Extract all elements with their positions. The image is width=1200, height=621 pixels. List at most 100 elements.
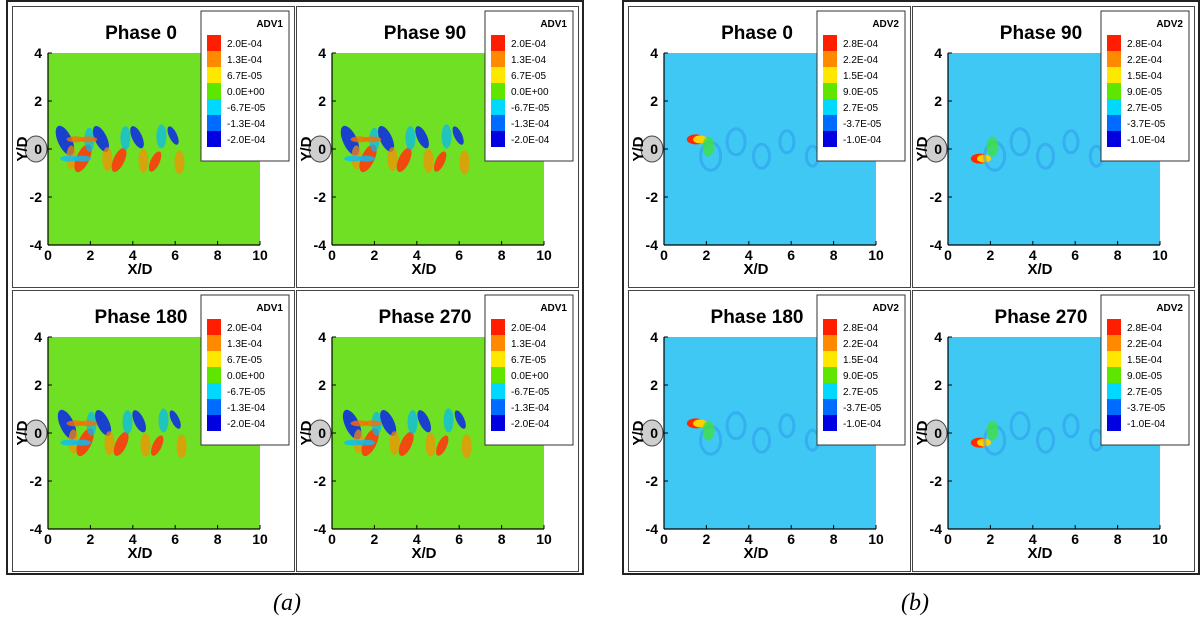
legend-swatch <box>823 115 837 131</box>
contour-plot: 0 2 4 6 8 10 4 2 0 -2 -4 X/D Y/D Phase 90 ADV1 2.0E-04 1… <box>298 10 574 278</box>
hot-spot-mark <box>977 154 992 163</box>
x-tick-label: 4 <box>1029 247 1037 263</box>
x-tick-label: 2 <box>371 247 379 263</box>
legend-level-label: 2.2E-04 <box>1127 55 1162 66</box>
vortex-mark <box>111 147 127 172</box>
y-tick-label: 0 <box>934 425 942 441</box>
legend-swatch <box>1107 383 1121 399</box>
x-tick-label: 6 <box>455 531 463 547</box>
contour-plot: 0 2 4 6 8 10 4 2 0 -2 -4 X/D Y/D Phase 180 ADV1 2.0E-04… <box>14 294 290 562</box>
x-tick-label: 10 <box>868 531 884 547</box>
legend-level-label: 9.0E-05 <box>1127 371 1162 382</box>
y-axis-label: Y/D <box>914 420 931 445</box>
y-tick-label: 4 <box>934 329 942 345</box>
contour-panel: 0 2 4 6 8 10 4 2 0 -2 -4 X/D Y/D Phase 0 ADV2 2.8E-04 2.… <box>628 6 911 288</box>
vortex-mark <box>407 410 418 435</box>
x-tick-label: 8 <box>1114 531 1122 547</box>
x-axis-label: X/D <box>411 545 436 562</box>
vortex-mark <box>122 410 133 435</box>
wake-mark <box>702 420 715 441</box>
vortex-mark <box>417 410 432 433</box>
legend-swatch <box>1107 131 1121 147</box>
legend-swatch <box>207 131 221 147</box>
wake-mark <box>725 127 747 157</box>
legend-level-label: 1.5E-04 <box>843 355 878 366</box>
y-tick-label: 2 <box>318 377 326 393</box>
hot-spot-mark <box>977 438 992 447</box>
legend-title: ADV2 <box>872 303 899 314</box>
y-tick-label: 4 <box>34 329 42 345</box>
vortex-mark <box>113 431 129 456</box>
contour-plot: 0 2 4 6 8 10 4 2 0 -2 -4 X/D Y/D Phase 270 ADV1 2.0E-04… <box>298 294 574 562</box>
legend-level-label: -3.7E-05 <box>1127 119 1166 130</box>
vortex-mark <box>104 431 115 456</box>
x-tick-label: 6 <box>787 247 795 263</box>
contour-panel: 0 2 4 6 8 10 4 2 0 -2 -4 X/D Y/D Phase 0 ADV1 2.0E-04 1.… <box>12 6 295 288</box>
x-tick-label: 0 <box>944 247 952 263</box>
vortex-mark <box>423 148 434 173</box>
panel-title: Phase 90 <box>1000 23 1082 44</box>
x-axis-label: X/D <box>1027 545 1052 562</box>
y-tick-label: -2 <box>30 473 43 489</box>
legend-swatch <box>207 335 221 351</box>
legend-swatch <box>823 67 837 83</box>
x-tick-label: 0 <box>44 247 52 263</box>
shear-layer-mark <box>60 155 79 162</box>
legend-swatch <box>823 131 837 147</box>
y-axis-label: Y/D <box>298 420 315 445</box>
legend-swatch <box>823 383 837 399</box>
wake-mark <box>1036 426 1056 454</box>
legend-swatch <box>1107 335 1121 351</box>
y-tick-label: -2 <box>30 189 43 205</box>
y-tick-label: 2 <box>318 93 326 109</box>
cylinder-shape <box>924 419 948 447</box>
legend-swatch <box>823 35 837 51</box>
legend-level-label: 2.0E-04 <box>227 323 262 334</box>
x-tick-label: 10 <box>252 247 268 263</box>
y-tick-label: 0 <box>34 425 42 441</box>
legend-swatch <box>207 99 221 115</box>
legend-swatch <box>491 399 505 415</box>
legend-swatch <box>823 335 837 351</box>
y-tick-label: 0 <box>318 425 326 441</box>
vortex-mark <box>380 409 397 436</box>
legend-swatch <box>1107 319 1121 335</box>
legend-level-label: -1.3E-04 <box>511 119 550 130</box>
vortex-mark <box>132 410 146 433</box>
legend-swatch <box>207 351 221 367</box>
contour-plot: 0 2 4 6 8 10 4 2 0 -2 -4 X/D Y/D Phase 270 ADV2 2.8E-04… <box>914 294 1190 562</box>
y-axis-label: Y/D <box>630 420 647 445</box>
legend-title: ADV2 <box>872 19 899 30</box>
y-tick-label: -2 <box>314 473 327 489</box>
y-tick-label: -4 <box>314 521 327 537</box>
shear-layer-mark <box>66 136 85 143</box>
legend-swatch <box>207 67 221 83</box>
legend-level-label: 1.3E-04 <box>227 339 262 350</box>
contour-panel: 0 2 4 6 8 10 4 2 0 -2 -4 X/D Y/D Phase 180 ADV1 2.0E-04… <box>12 290 295 572</box>
wake-mark <box>1009 127 1031 157</box>
x-tick-label: 6 <box>171 247 179 263</box>
x-tick-label: 0 <box>328 531 336 547</box>
shear-layer-mark <box>79 136 98 143</box>
legend-level-label: 2.0E-04 <box>511 323 546 334</box>
cylinder-shape <box>24 419 48 447</box>
legend-level-label: -3.7E-05 <box>843 119 882 130</box>
vortex-mark <box>436 435 449 456</box>
vortex-mark <box>433 151 447 172</box>
y-axis-label: Y/D <box>630 136 647 161</box>
cylinder-shape <box>924 135 948 163</box>
legend-level-label: 0.0E+00 <box>227 87 265 98</box>
x-tick-label: 4 <box>413 247 421 263</box>
legend-swatch <box>491 51 505 67</box>
legend-level-label: -1.3E-04 <box>511 403 550 414</box>
contour-plot: 0 2 4 6 8 10 4 2 0 -2 -4 X/D Y/D Phase 180 ADV2 2.8E-04… <box>630 294 906 562</box>
x-tick-label: 8 <box>498 531 506 547</box>
x-tick-label: 4 <box>1029 531 1037 547</box>
vortex-mark <box>95 409 112 436</box>
legend-swatch <box>491 367 505 383</box>
x-tick-label: 4 <box>745 247 753 263</box>
contour-plot: 0 2 4 6 8 10 4 2 0 -2 -4 X/D Y/D Phase 90 ADV2 2.8E-04 2… <box>914 10 1190 278</box>
y-tick-label: 2 <box>34 93 42 109</box>
x-tick-label: 8 <box>830 247 838 263</box>
vortex-mark <box>158 408 169 433</box>
